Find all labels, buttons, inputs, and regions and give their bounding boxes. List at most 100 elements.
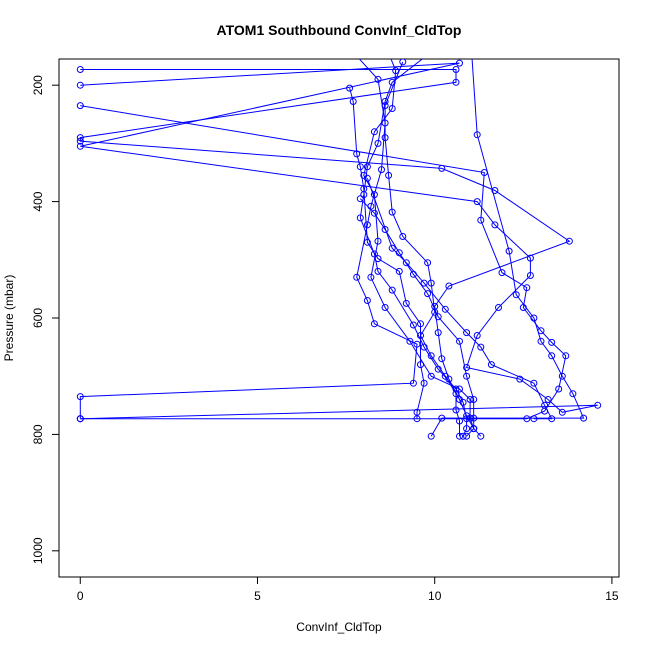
series-line (80, 62, 598, 420)
data-point (544, 396, 552, 403)
data-point (346, 84, 354, 92)
data-point (548, 352, 556, 360)
data-point (477, 343, 485, 351)
data-point (512, 291, 520, 299)
data-point (76, 393, 84, 401)
plot-frame (58, 58, 620, 578)
profile-series (76, 59, 602, 423)
data-point (424, 259, 432, 267)
data-point (388, 78, 396, 86)
data-point (381, 304, 389, 311)
data-point (530, 314, 538, 322)
y-tick-label: 1000 (31, 537, 45, 564)
data-point (477, 216, 485, 224)
data-point (473, 198, 481, 206)
data-point (76, 66, 84, 73)
profile-series (76, 59, 421, 423)
data-point (555, 385, 563, 393)
data-point (580, 414, 588, 422)
data-point (569, 390, 577, 398)
data-point (467, 27, 473, 33)
data-point (395, 249, 403, 257)
data-point (420, 279, 428, 287)
data-point (363, 297, 371, 304)
data-point (382, 41, 388, 47)
data-point (388, 208, 396, 216)
data-point (427, 372, 435, 380)
data-point (434, 365, 442, 373)
data-point (399, 59, 407, 66)
data-point (353, 150, 361, 158)
data-point (470, 425, 478, 433)
data-point (505, 247, 513, 255)
data-point (370, 250, 378, 258)
data-point (456, 59, 463, 67)
data-point (516, 375, 524, 383)
x-axis: 0 5 10 15 (77, 577, 619, 603)
series-line (363, 59, 475, 429)
data-point (349, 98, 357, 105)
y-axis: 200 400 600 800 1000 (31, 75, 59, 564)
data-point (76, 137, 84, 145)
data-point (438, 355, 446, 363)
profile-series (356, 195, 478, 440)
data-point (402, 299, 410, 307)
data-point (420, 379, 428, 387)
data-point (434, 329, 442, 337)
data-point (388, 286, 396, 294)
data-point (76, 415, 84, 423)
plot-area (76, 27, 602, 440)
data-point (381, 226, 389, 233)
data-point (360, 191, 368, 199)
data-point (441, 372, 449, 380)
data-point (452, 78, 460, 86)
data-point (409, 321, 417, 329)
data-point (438, 414, 446, 422)
data-point (487, 361, 495, 369)
data-point (356, 163, 364, 171)
data-point (562, 352, 570, 360)
data-point (367, 273, 375, 281)
data-point (388, 105, 396, 112)
data-point (434, 313, 442, 321)
series-line (79, 69, 571, 437)
data-point (491, 221, 499, 229)
data-point (548, 338, 556, 346)
data-point (491, 187, 499, 194)
data-point (565, 237, 573, 245)
data-point (388, 244, 396, 252)
data-point (463, 432, 471, 440)
data-point (374, 267, 382, 275)
data-point (374, 139, 382, 147)
data-point (370, 320, 378, 328)
data-point (537, 337, 545, 345)
data-point (356, 214, 364, 222)
data-point (526, 272, 534, 279)
data-point (558, 408, 566, 416)
data-point (363, 163, 371, 171)
data-point (420, 343, 428, 351)
data-point (413, 415, 421, 423)
data-point (76, 102, 84, 110)
series-line (80, 105, 567, 420)
data-point (356, 195, 364, 203)
x-tick-label: 10 (428, 589, 442, 603)
data-point (417, 361, 424, 369)
data-point (409, 379, 417, 387)
profile-series (356, 59, 471, 440)
data-point (473, 332, 481, 339)
data-point (459, 398, 467, 406)
data-point (427, 432, 435, 440)
data-point (381, 134, 389, 142)
profile-series (76, 66, 573, 440)
data-point (466, 396, 474, 403)
data-point (76, 134, 84, 142)
data-point (463, 329, 471, 337)
x-tick-label: 15 (605, 589, 619, 603)
data-point (459, 432, 467, 440)
data-point (523, 415, 531, 423)
profile-series (427, 27, 588, 440)
data-point (456, 337, 463, 345)
data-point (541, 401, 549, 409)
